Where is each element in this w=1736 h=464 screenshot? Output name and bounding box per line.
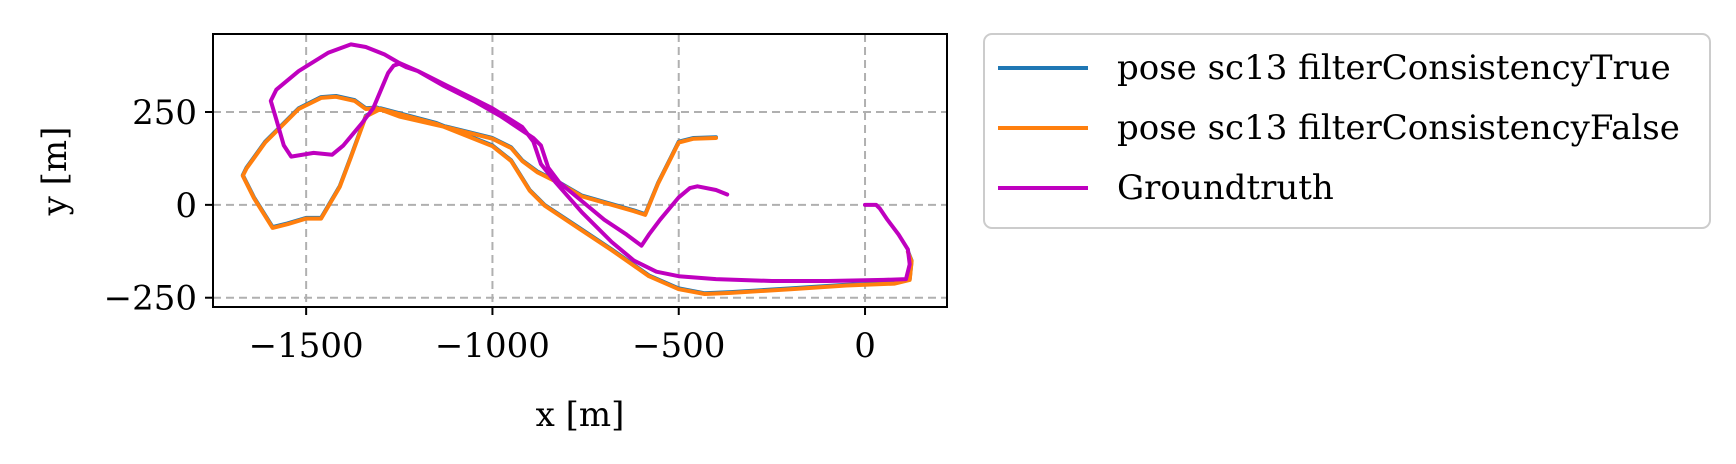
y-tick-label: −250 — [104, 279, 197, 319]
legend-box — [983, 33, 1711, 229]
x-axis-label: x [m] — [536, 395, 625, 435]
legend: pose sc13 filterConsistencyTrue pose sc13… — [983, 33, 1711, 229]
series-line-3 — [268, 42, 912, 283]
grid-lines — [213, 34, 947, 307]
tick-labels: −1500 −1000 −500 0 −250 0 250 — [104, 93, 876, 366]
series-layer — [240, 42, 914, 296]
x-tick-label: −500 — [632, 326, 725, 366]
y-axis-label: y [m] — [35, 127, 75, 217]
x-tick-label: −1000 — [435, 326, 550, 366]
y-tick-label: 250 — [132, 93, 197, 133]
legend-label-1: pose sc13 filterConsistencyTrue — [1117, 48, 1671, 88]
y-tick-label: 0 — [175, 186, 197, 226]
axis-ticks — [205, 111, 867, 315]
x-tick-label: −1500 — [249, 326, 364, 366]
legend-label-3: Groundtruth — [1117, 168, 1334, 208]
x-tick-label: 0 — [854, 326, 876, 366]
legend-label-2: pose sc13 filterConsistencyFalse — [1117, 108, 1680, 148]
plot-frame — [212, 33, 948, 308]
